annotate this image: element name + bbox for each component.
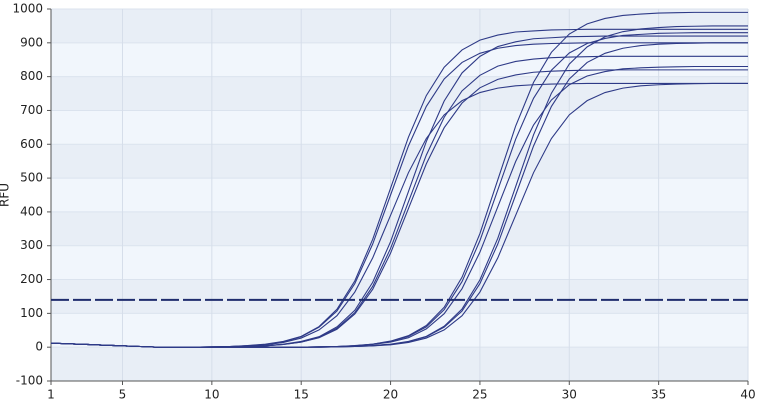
y-axis-label: RFU bbox=[0, 183, 12, 207]
y-tick-label: 0 bbox=[35, 340, 43, 354]
x-tick-label: 5 bbox=[119, 388, 127, 402]
grid-band bbox=[51, 76, 748, 111]
x-tick-label: 15 bbox=[294, 388, 309, 402]
y-tick-label: 900 bbox=[20, 35, 43, 49]
y-tick-label: 500 bbox=[20, 171, 43, 185]
y-tick-label: -100 bbox=[16, 374, 43, 388]
y-tick-label: 400 bbox=[20, 204, 43, 218]
x-tick-label: 25 bbox=[472, 388, 487, 402]
grid-band bbox=[51, 347, 748, 381]
x-tick-label: 20 bbox=[383, 388, 398, 402]
x-tick-label: 35 bbox=[651, 388, 666, 402]
x-tick-label: 30 bbox=[562, 388, 577, 402]
y-tick-label: 1000 bbox=[12, 2, 43, 16]
y-tick-label: 600 bbox=[20, 137, 43, 151]
x-tick-label: 1 bbox=[47, 388, 55, 402]
y-tick-label: 700 bbox=[20, 103, 43, 117]
y-tick-label: 100 bbox=[20, 306, 43, 320]
x-tick-label: 40 bbox=[740, 388, 755, 402]
grid-band bbox=[51, 279, 748, 314]
y-tick-label: 300 bbox=[20, 238, 43, 252]
y-tick-label: 200 bbox=[20, 272, 43, 286]
x-tick-label: 10 bbox=[204, 388, 219, 402]
y-tick-label: 800 bbox=[20, 69, 43, 83]
amplification-curve bbox=[50, 82, 748, 348]
